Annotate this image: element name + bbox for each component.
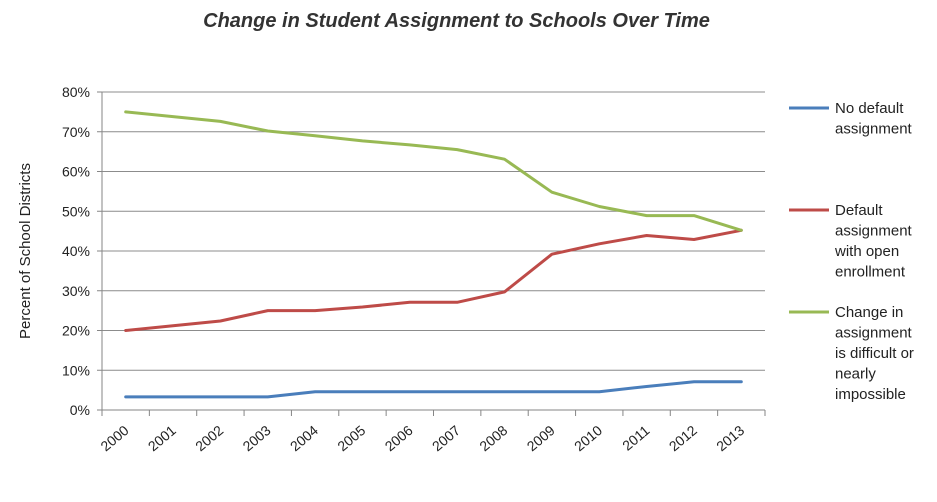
x-tick-label: 2012 [666, 422, 700, 454]
y-tick-label: 20% [62, 323, 90, 339]
chart-title: Change in Student Assignment to Schools … [203, 10, 710, 32]
y-tick-label: 0% [70, 402, 90, 418]
x-tick-label: 2004 [287, 422, 321, 454]
x-tick-label: 2001 [145, 422, 179, 454]
series-line-2 [124, 228, 743, 332]
y-tick-labels: 0% 10% 20% 30% 40% 50% 60% 70% 80% [62, 84, 90, 418]
y-tick-label: 80% [62, 84, 90, 100]
gridlines [102, 91, 765, 411]
x-tick-label: 2002 [192, 422, 226, 454]
x-tick-label: 2008 [476, 422, 510, 454]
x-tick-label: 2010 [571, 422, 605, 454]
legend-label-2: Default assignment with open enrollment [834, 202, 913, 281]
x-tick-label: 2005 [334, 422, 368, 454]
series-line-3 [124, 110, 743, 232]
x-tick-label: 2009 [524, 422, 558, 454]
legend: No default assignment Default assignment wit… [789, 100, 914, 403]
axes [97, 91, 766, 416]
x-tick-labels: 2000 2001 2002 2003 2004 2005 2006 2007 2008 2009… [97, 422, 747, 454]
x-tick-label: 2006 [382, 422, 416, 454]
y-tick-label: 60% [62, 164, 90, 180]
legend-label-3: Change in assignment is difficult or nearly… [835, 304, 914, 403]
x-tick-label: 2000 [97, 422, 131, 454]
y-tick-label: 40% [62, 243, 90, 259]
x-tick-label: 2003 [240, 422, 274, 454]
legend-label-1: No default assignment [835, 100, 913, 138]
y-tick-label: 70% [62, 124, 90, 140]
y-tick-label: 50% [62, 203, 90, 219]
series-lines [124, 110, 743, 399]
series-line-1 [124, 380, 743, 399]
y-tick-label: 30% [62, 283, 90, 299]
x-tick-label: 2013 [713, 422, 747, 454]
x-tick-label: 2007 [429, 422, 463, 454]
x-tick-label: 2011 [619, 422, 653, 454]
y-tick-label: 10% [62, 362, 90, 378]
y-axis-title: Percent of School Districts [17, 163, 34, 339]
